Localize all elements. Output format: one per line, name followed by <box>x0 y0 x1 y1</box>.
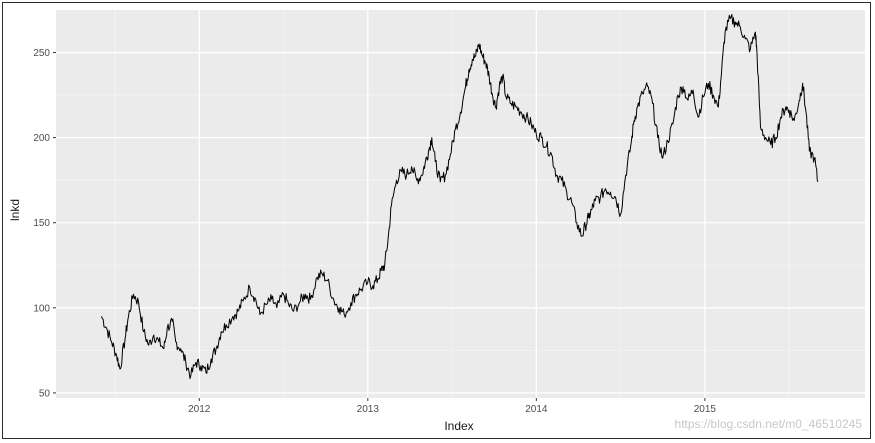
y-tick-label: 50 <box>39 388 51 399</box>
x-tick-label: 2014 <box>525 404 548 415</box>
series-layer <box>101 14 819 379</box>
y-axis-title: lnkd <box>8 199 22 221</box>
y-tick-label: 100 <box>33 303 50 314</box>
y-axis: 50 100 150 200 250 <box>33 48 56 399</box>
x-tick-label: 2013 <box>357 404 380 415</box>
y-tick-label: 200 <box>33 133 50 144</box>
x-axis: 2012 2013 2014 2015 <box>188 398 716 415</box>
plot-panel <box>56 10 865 398</box>
major-grid <box>56 10 865 398</box>
minor-grid <box>56 10 865 398</box>
x-tick-label: 2012 <box>188 404 211 415</box>
y-tick-label: 250 <box>33 48 50 59</box>
x-axis-title: Index <box>444 419 473 433</box>
series-line <box>101 14 819 379</box>
y-tick-label: 150 <box>33 218 50 229</box>
x-tick-label: 2015 <box>694 404 717 415</box>
watermark-text: https://blog.csdn.net/m0_46510245 <box>675 417 863 431</box>
